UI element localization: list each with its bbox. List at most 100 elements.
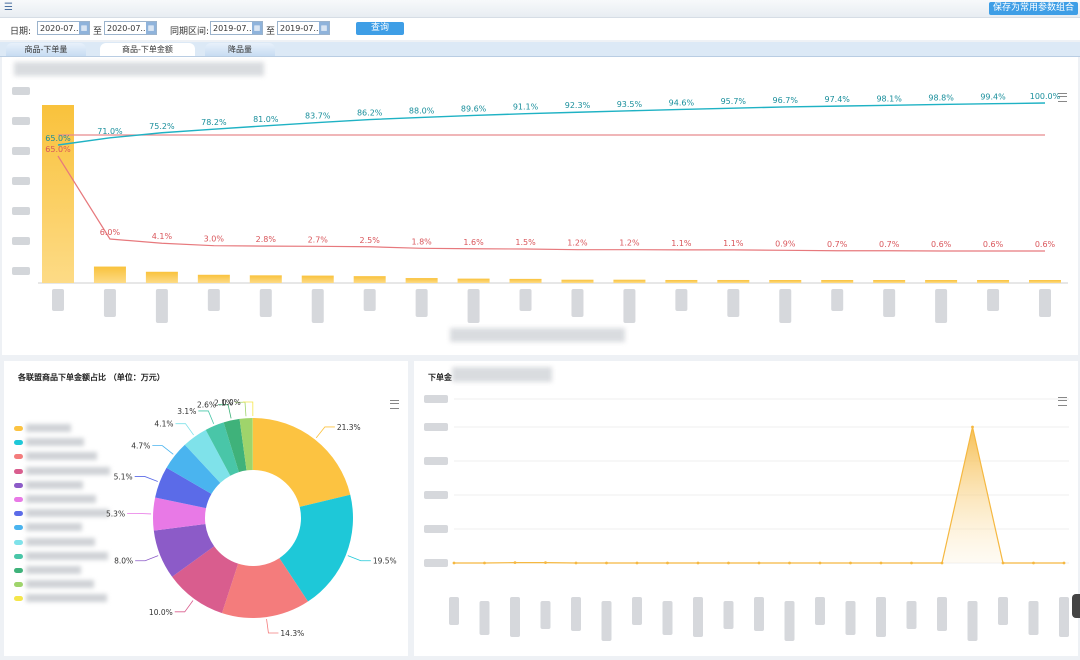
query-button[interactable]: 查询 — [356, 22, 404, 35]
date-to-input[interactable]: 2020-07... ▦ — [104, 21, 157, 35]
pareto-bar — [197, 274, 230, 283]
share-label: 0.9% — [775, 239, 796, 248]
y-axis-label-redacted — [424, 491, 448, 499]
pareto-bar — [42, 105, 74, 283]
share-label: 2.5% — [360, 236, 381, 245]
donut-label-line — [135, 555, 159, 562]
donut-label: 4.1% — [154, 420, 173, 429]
x-axis-label-redacted — [155, 289, 168, 323]
tab-reduced-items[interactable]: 降品量 — [205, 43, 275, 56]
pareto-bar — [821, 280, 854, 283]
trend-point — [574, 561, 578, 565]
x-axis-label-redacted — [259, 289, 272, 317]
chart-menu-icon[interactable] — [390, 400, 399, 409]
legend-label-redacted — [26, 452, 97, 461]
date-label: 日期: — [10, 27, 32, 37]
chart-menu-icon[interactable] — [1058, 93, 1067, 102]
donut-slice — [205, 422, 239, 476]
x-axis-label-redacted — [987, 289, 1000, 311]
legend-label-redacted — [26, 438, 84, 447]
share-label: 0.6% — [1035, 240, 1056, 249]
pareto-bar — [717, 279, 750, 283]
pareto-bar — [457, 278, 490, 283]
donut-label: 4.7% — [131, 442, 150, 451]
pareto-chart: 65.0% 71.0% 75.2% 78.2% 81.0% 83.7% 86.2% 88.0%… — [12, 87, 1068, 323]
pareto-bar — [1029, 280, 1061, 283]
x-axis-label-redacted — [845, 601, 856, 635]
legend-label-redacted — [26, 537, 95, 546]
x-axis-label-redacted — [207, 289, 220, 311]
trend-point — [635, 561, 639, 565]
share-label: 0.7% — [827, 240, 848, 249]
x-axis-label-redacted — [815, 597, 825, 625]
scroll-right-handle[interactable] — [1072, 594, 1080, 618]
x-axis-label-redacted — [571, 289, 584, 317]
x-axis-label-redacted — [519, 289, 532, 311]
pareto-bar — [925, 280, 958, 283]
y-axis-label-redacted — [12, 267, 30, 275]
trend-point — [940, 561, 944, 565]
pareto-bar — [665, 279, 698, 283]
x-axis-label-redacted — [623, 289, 636, 323]
donut-label: 3.1% — [177, 407, 196, 416]
cumulative-label: 99.4% — [980, 93, 1006, 102]
pareto-bar — [561, 279, 594, 283]
x-axis-label-redacted — [103, 289, 116, 317]
donut-label: 0.0% — [222, 398, 241, 407]
legend-label-redacted — [26, 580, 94, 589]
compare-to-input[interactable]: 2019-07... ▦ — [277, 21, 330, 35]
trend-point — [1062, 561, 1066, 565]
trend-point — [971, 425, 974, 429]
compare-from-value: 2019-07... — [213, 24, 255, 33]
y-axis-label-redacted — [424, 525, 448, 533]
x-axis-label-redacted — [1039, 289, 1051, 317]
donut-slice — [279, 494, 353, 602]
donut-label: 14.3% — [280, 629, 304, 638]
compare-from-input[interactable]: 2019-07... ▦ — [210, 21, 263, 35]
donut-slice — [153, 497, 207, 531]
share-label: 1.6% — [463, 238, 484, 247]
cumulative-label: 96.7% — [773, 96, 799, 105]
trend-point — [757, 561, 761, 565]
share-label: 6.0% — [100, 228, 121, 237]
calendar-icon[interactable]: ▦ — [146, 22, 156, 34]
settings-sliders-icon[interactable]: ☰ — [4, 2, 13, 13]
chart-menu-icon[interactable] — [1058, 397, 1067, 406]
calendar-icon[interactable]: ▦ — [79, 22, 89, 34]
x-axis-label-redacted — [883, 289, 896, 317]
donut-slice — [155, 467, 212, 509]
cumulative-label: 97.4% — [824, 95, 850, 104]
tab-order-amount[interactable]: 商品-下单金额 — [100, 43, 195, 56]
donut-label-line — [174, 600, 194, 613]
share-label: 65.0% — [45, 145, 71, 154]
pareto-bar — [249, 275, 282, 283]
legend-swatch — [14, 596, 23, 602]
calendar-icon[interactable]: ▦ — [319, 22, 329, 34]
donut-label: 21.3% — [337, 423, 361, 432]
x-axis-label-redacted — [601, 601, 612, 641]
y-axis-label-redacted — [424, 423, 448, 431]
y-axis-label-redacted — [12, 117, 30, 125]
share-label: 2.8% — [256, 235, 277, 244]
save-params-button[interactable]: 保存为常用参数组合 — [988, 2, 1078, 15]
date-from-input[interactable]: 2020-07... ▦ — [37, 21, 90, 35]
legend-swatch — [14, 553, 23, 559]
y-axis-label-redacted — [12, 87, 30, 95]
share-label: 0.6% — [931, 240, 952, 249]
x-axis-label-redacted — [363, 289, 376, 311]
calendar-icon[interactable]: ▦ — [252, 22, 262, 34]
x-axis-label-redacted — [632, 597, 642, 625]
legend-swatch — [14, 582, 23, 588]
donut-slice — [153, 524, 215, 577]
x-axis-label-redacted — [754, 597, 764, 631]
cumulative-label: 94.6% — [669, 98, 695, 107]
tab-order-count[interactable]: 商品-下单量 — [6, 43, 86, 56]
donut-label: 5.1% — [114, 472, 133, 481]
share-label: 2.7% — [308, 235, 329, 244]
legend-label-redacted — [26, 566, 81, 574]
trend-point — [879, 561, 883, 565]
donut-chart: 21.3% 19.5% 14.3% 10.0% 8.0% 5.3% 5.1% 4.7% 4.1%… — [106, 398, 397, 638]
pareto-bar — [301, 275, 334, 283]
legend-swatch — [14, 497, 23, 502]
pareto-bar — [93, 266, 126, 283]
